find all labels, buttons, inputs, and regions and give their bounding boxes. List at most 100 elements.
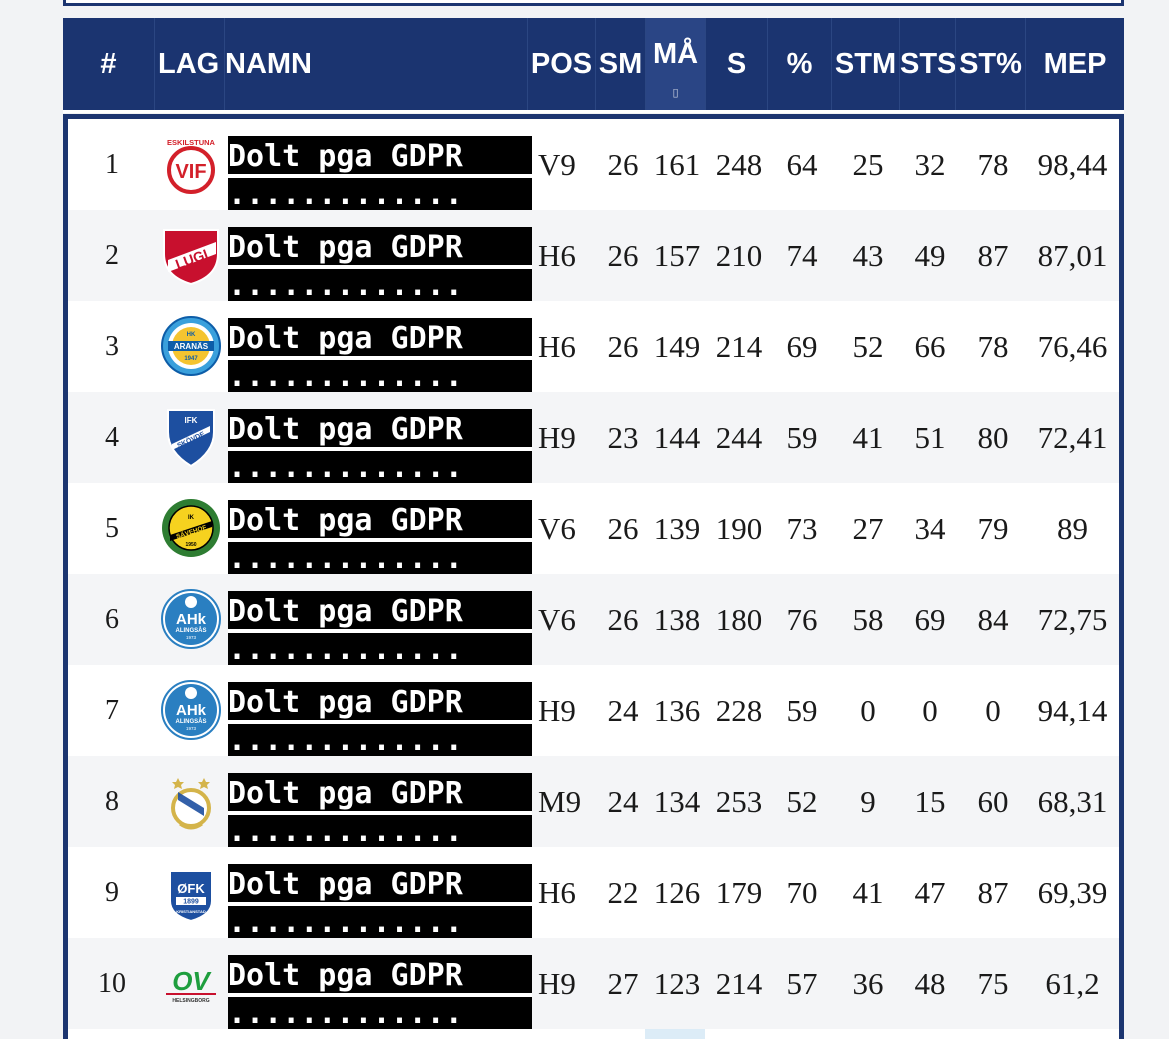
mep-cell: 68,31 <box>1037 784 1108 819</box>
table-row[interactable]: 4 IFK SKÖVDE Dolt pga GDPR............. H… <box>68 392 1119 483</box>
redacted-name[interactable]: Dolt pga GDPR............. <box>228 955 532 1029</box>
redacted-name-dots: ............. <box>228 541 463 574</box>
col-header-namn[interactable]: NAMN <box>225 18 528 110</box>
rank-cell: 8 <box>105 786 119 817</box>
sts-cell: 0 <box>922 693 938 728</box>
stpct-cell: 87 <box>977 238 1009 273</box>
table-row[interactable]: 3 HK ARANÄS 1947 Dolt pga GDPR..........… <box>68 301 1119 392</box>
redacted-name-label: Dolt pga GDPR <box>228 773 532 815</box>
col-header-ma-label: MÅ <box>652 38 699 70</box>
svg-text:ALINGSÅS: ALINGSÅS <box>175 718 206 725</box>
pct-cell: 69 <box>786 329 818 364</box>
svg-text:1950: 1950 <box>185 542 196 548</box>
stpct-cell: 78 <box>977 329 1009 364</box>
pct-cell: 64 <box>786 147 818 182</box>
table-row[interactable]: 10 OV HELSINGBORG Dolt pga GDPR.........… <box>68 938 1119 1029</box>
col-header-mep[interactable]: MEP <box>1043 48 1107 80</box>
redacted-name-label: Dolt pga GDPR <box>228 409 532 451</box>
sm-cell: 26 <box>607 602 639 637</box>
redacted-name[interactable]: Dolt pga GDPR............. <box>228 136 532 210</box>
redacted-name-label: Dolt pga GDPR <box>228 227 532 269</box>
stpct-cell: 78 <box>977 147 1009 182</box>
pct-cell: 74 <box>786 238 818 273</box>
redacted-name[interactable]: Dolt pga GDPR............. <box>228 409 532 483</box>
redacted-name-label: Dolt pga GDPR <box>228 955 532 997</box>
redacted-name[interactable]: Dolt pga GDPR............. <box>228 773 532 847</box>
col-header-stm[interactable]: STM <box>832 18 900 110</box>
redacted-name[interactable]: Dolt pga GDPR............. <box>228 318 532 392</box>
redacted-name-label: Dolt pga GDPR <box>228 864 532 906</box>
col-header-lag[interactable]: LAG <box>155 18 225 110</box>
s-cell: 244 <box>715 420 763 455</box>
svg-text:AHk: AHk <box>176 702 207 719</box>
stpct-cell: 80 <box>977 420 1009 455</box>
col-header-sts[interactable]: STS <box>900 18 956 110</box>
svg-text:IK: IK <box>188 515 195 521</box>
sm-cell: 27 <box>607 966 639 1001</box>
mep-cell: 72,41 <box>1037 420 1108 455</box>
table-row[interactable]: 5 IK SÄVEHOF 1950 Dolt pga GDPR.........… <box>68 483 1119 574</box>
ik-savehof-logo: IK SÄVEHOF 1950 <box>160 497 222 559</box>
sm-cell: 22 <box>607 875 639 910</box>
stm-cell: 43 <box>852 238 884 273</box>
pct-cell: 73 <box>786 511 818 546</box>
pct-cell: 59 <box>786 420 818 455</box>
stm-cell: 0 <box>860 693 876 728</box>
table-row[interactable]: 9 ØFK 1899 KRISTIANSTAD Dolt pga GDPR...… <box>68 847 1119 938</box>
redacted-name-label: Dolt pga GDPR <box>228 500 532 542</box>
sm-cell: 26 <box>607 147 639 182</box>
table-row[interactable]: 1 ESKILSTUNA VIF Dolt pga GDPR..........… <box>68 119 1119 210</box>
redacted-name-dots: ............. <box>228 814 463 847</box>
stpct-cell: 60 <box>977 784 1009 819</box>
s-cell: 190 <box>715 511 763 546</box>
col-header-s[interactable]: S <box>706 18 768 110</box>
sm-cell: 26 <box>607 238 639 273</box>
pos-cell: V9 <box>538 147 576 182</box>
ahk-alingsas-logo: AHk ALINGSÅS 1973 <box>160 588 222 650</box>
redacted-name-label: Dolt pga GDPR <box>228 591 532 633</box>
redacted-name-dots: ............. <box>228 268 463 301</box>
mep-cell: 94,14 <box>1037 693 1108 728</box>
table-row[interactable]: 6 AHk ALINGSÅS 1973 Dolt pga GDPR.......… <box>68 574 1119 665</box>
sts-cell: 49 <box>914 238 946 273</box>
sts-cell: 66 <box>914 329 946 364</box>
ma-cell: 136 <box>653 693 701 728</box>
s-cell: 228 <box>715 693 763 728</box>
svg-text:1899: 1899 <box>183 899 199 906</box>
svg-text:KRISTIANSTAD: KRISTIANSTAD <box>176 909 206 914</box>
s-cell: 214 <box>715 329 763 364</box>
s-cell: 179 <box>715 875 763 910</box>
rank-cell: 1 <box>105 149 119 180</box>
table-row[interactable]: 2 LUGI Dolt pga GDPR............. H6 26 157… <box>68 210 1119 301</box>
hk-aranas-logo: HK ARANÄS 1947 <box>160 315 222 377</box>
eskilstuna-vif-logo: ESKILSTUNA VIF <box>160 133 222 195</box>
table-row[interactable]: 8 Dolt pga GDPR............. M9 24 134 253 52… <box>68 756 1119 847</box>
svg-text:1973: 1973 <box>186 726 197 731</box>
redacted-name[interactable]: Dolt pga GDPR............. <box>228 591 532 665</box>
col-header-pos[interactable]: POS <box>528 18 596 110</box>
ofk-kristianstad-logo: ØFK 1899 KRISTIANSTAD <box>160 861 222 923</box>
col-header-stpct[interactable]: ST% <box>956 18 1026 110</box>
redacted-name[interactable]: Dolt pga GDPR............. <box>228 227 532 301</box>
ov-helsingborg-logo: OV HELSINGBORG <box>160 952 222 1014</box>
col-header-pct[interactable]: % <box>768 18 832 110</box>
stpct-cell: 87 <box>977 875 1009 910</box>
pos-cell: V6 <box>538 511 576 546</box>
redacted-name-dots: ............. <box>228 632 463 665</box>
col-header-ma[interactable]: MÅ ▯ <box>646 18 706 110</box>
col-header-sm[interactable]: SM <box>596 18 646 110</box>
svg-text:ALINGSÅS: ALINGSÅS <box>175 627 206 634</box>
redacted-name[interactable]: Dolt pga GDPR............. <box>228 864 532 938</box>
redacted-name-dots: ............. <box>228 359 463 392</box>
player-stats-table: 1 ESKILSTUNA VIF Dolt pga GDPR..........… <box>63 114 1124 1039</box>
pct-cell: 70 <box>786 875 818 910</box>
redacted-name[interactable]: Dolt pga GDPR............. <box>228 500 532 574</box>
ma-cell: 161 <box>653 147 701 182</box>
col-header-rank[interactable]: # <box>63 18 155 110</box>
svg-text:OV: OV <box>172 966 212 996</box>
sm-cell: 23 <box>607 420 639 455</box>
redacted-name-label: Dolt pga GDPR <box>228 682 532 724</box>
rank-cell: 10 <box>98 968 126 999</box>
redacted-name[interactable]: Dolt pga GDPR............. <box>228 682 532 756</box>
table-row[interactable]: 7 AHk ALINGSÅS 1973 Dolt pga GDPR.......… <box>68 665 1119 756</box>
